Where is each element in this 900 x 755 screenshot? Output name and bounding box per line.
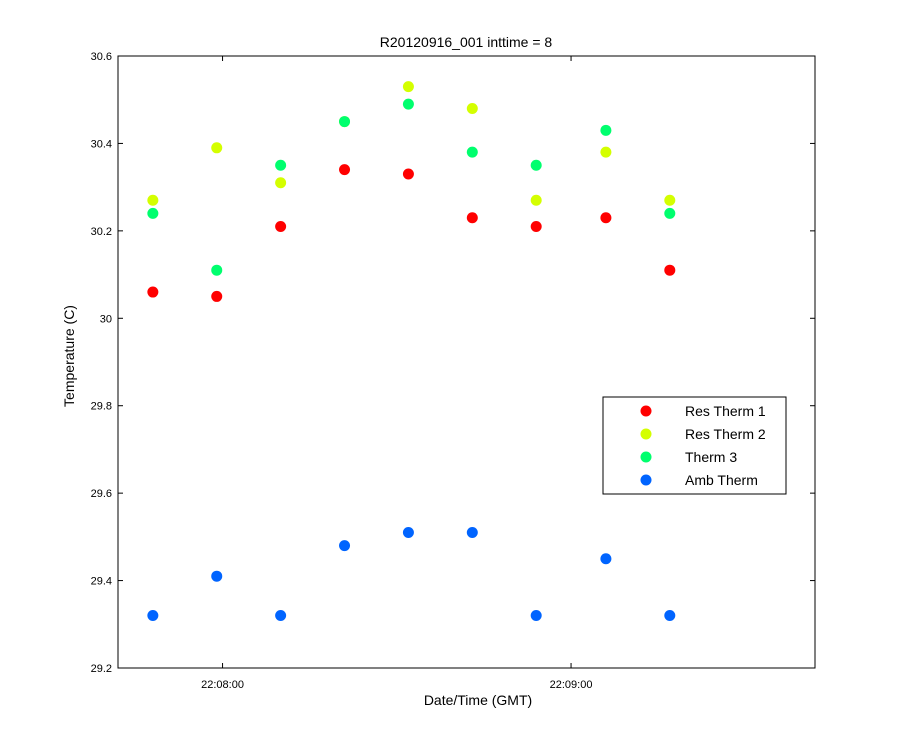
legend-marker <box>640 451 652 463</box>
y-tick-label: 29.6 <box>91 488 112 500</box>
data-point <box>600 212 612 224</box>
series-amb-therm <box>147 526 676 622</box>
data-point <box>664 207 676 219</box>
y-tick-label: 30.4 <box>91 138 112 150</box>
data-point <box>339 116 351 128</box>
axes: 29.2 29.4 29.6 29.8 30 30.2 30.4 30.6 22:08:00 22… <box>91 51 815 691</box>
data-point <box>211 290 223 302</box>
data-point <box>211 264 223 276</box>
y-tick-label: 29.2 <box>91 663 112 675</box>
plot-area <box>117 55 816 669</box>
data-point <box>275 610 287 622</box>
data-point <box>211 142 223 154</box>
y-axis-title: Temperature (C) <box>61 305 77 407</box>
chart-title: R20120916_001 inttime = 8 <box>380 34 553 50</box>
data-point <box>147 610 159 622</box>
data-point <box>466 146 478 158</box>
data-point <box>600 124 612 136</box>
data-point <box>530 220 542 232</box>
data-point <box>339 164 351 176</box>
data-point <box>147 194 159 206</box>
legend-items: Res Therm 1 Res Therm 2 Therm 3 Amb Therm <box>640 403 766 488</box>
series-therm-3 <box>147 98 676 276</box>
data-point <box>211 570 223 582</box>
data-point <box>402 81 414 93</box>
data-point <box>275 159 287 171</box>
data-point <box>402 526 414 538</box>
legend-box <box>602 396 787 495</box>
data-point <box>664 264 676 276</box>
y-tick-label: 29.8 <box>91 401 112 413</box>
legend-label: Amb Therm <box>685 472 758 488</box>
legend-label: Res Therm 1 <box>685 403 766 419</box>
data-point <box>530 194 542 206</box>
y-tick-label: 29.4 <box>91 576 112 588</box>
legend-label: Therm 3 <box>685 449 737 465</box>
legend-marker <box>640 405 652 417</box>
legend-label: Res Therm 2 <box>685 426 766 442</box>
data-point <box>402 98 414 110</box>
data-point <box>402 168 414 180</box>
data-point <box>339 540 351 552</box>
data-point <box>530 159 542 171</box>
y-tick-label: 30.2 <box>91 226 112 238</box>
legend-marker <box>640 428 652 440</box>
legend: Res Therm 1 Res Therm 2 Therm 3 Amb Therm <box>602 396 787 495</box>
legend-marker <box>640 474 652 486</box>
x-axis-title: Date/Time (GMT) <box>424 692 532 708</box>
data-point <box>664 610 676 622</box>
data-point <box>466 102 478 114</box>
data-point <box>275 177 287 189</box>
x-tick-label: 22:09:00 <box>550 679 593 691</box>
series-res-therm-2 <box>147 81 676 206</box>
data-points <box>147 81 676 622</box>
y-tick-label: 30.6 <box>91 51 112 63</box>
data-point <box>147 207 159 219</box>
data-point <box>466 212 478 224</box>
data-point <box>530 610 542 622</box>
data-point <box>147 286 159 298</box>
data-point <box>275 220 287 232</box>
data-point <box>466 526 478 538</box>
series-res-therm-1 <box>147 164 676 302</box>
x-tick-label: 22:08:00 <box>201 679 244 691</box>
data-point <box>664 194 676 206</box>
y-tick-label: 30 <box>100 313 112 325</box>
data-point <box>600 553 612 565</box>
data-point <box>600 146 612 158</box>
